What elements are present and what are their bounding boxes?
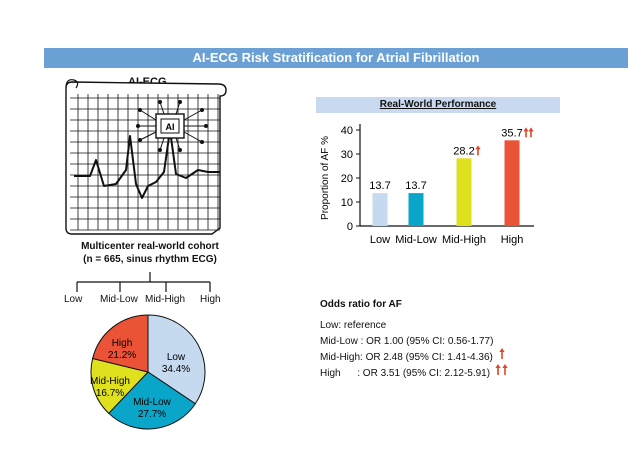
increase-arrow-icon — [528, 127, 534, 138]
x-tick-label: Mid-Low — [395, 234, 437, 246]
increase-arrow-icon — [475, 145, 481, 156]
bar-value-label: 13.7 — [405, 180, 426, 192]
cohort-tree-connector — [76, 272, 211, 292]
pie-slice-mid-high — [90, 357, 149, 415]
bar-value-label: 28.2 — [453, 145, 474, 157]
bar-mid-low — [408, 193, 424, 226]
figure-title: AI-ECG Risk Stratification for Atrial Fi… — [192, 50, 480, 65]
bar-low — [372, 193, 388, 226]
bar-mid-high — [456, 158, 472, 226]
pie-value-label: 27.7% — [138, 409, 166, 420]
bar-value-label: 13.7 — [369, 180, 390, 192]
increase-arrow-icon — [502, 364, 508, 375]
x-tick-label: High — [501, 234, 524, 246]
cohort-line-1: Multicenter real-world cohort — [81, 241, 219, 252]
pie-category-label: High — [112, 338, 133, 349]
x-tick-label: Mid-High — [442, 234, 486, 246]
increase-arrow-icon — [495, 364, 501, 375]
y-tick-label: 0 — [347, 221, 353, 233]
y-tick-label: 30 — [341, 149, 353, 161]
tree-label-mid-low: Mid-Low — [100, 294, 138, 305]
y-axis-label: Proportion of AF % — [320, 136, 331, 220]
pie-value-label: 16.7% — [96, 388, 124, 399]
cohort-line-2: (n = 665, sinus rhythm ECG) — [83, 254, 217, 265]
figure-title-banner: AI-ECG Risk Stratification for Atrial Fi… — [44, 48, 628, 68]
odds-ratio-arrows — [495, 348, 508, 375]
ecg-trace — [74, 129, 220, 199]
ecg-scroll-illustration: AI — [65, 79, 227, 235]
pie-value-label: 21.2% — [108, 350, 136, 361]
odds-ratio-line-low: Low: reference — [320, 320, 387, 331]
af-proportion-bar-chart: 0 10 20 30 40 Proportion of AF % 13.7 Low 13.7 Mi… — [320, 124, 534, 246]
pie-category-label: Low — [167, 352, 186, 363]
ecg-paper — [65, 79, 227, 235]
ai-chip-label: AI — [166, 122, 175, 132]
tree-label-mid-high: Mid-High — [145, 294, 186, 305]
increase-arrow-icon — [523, 127, 529, 138]
odds-ratio-line-high: High : OR 3.51 (95% CI: 2.12-5.91) — [320, 368, 491, 379]
odds-ratio-line-mid-low: Mid-Low : OR 1.00 (95% CI: 0.56-1.77) — [320, 336, 494, 347]
bar-value-label: 35.7 — [501, 127, 522, 139]
tree-label-low: Low — [64, 294, 83, 305]
ai-chip-icon: AI — [136, 100, 208, 152]
pie-category-label: Mid-High — [90, 376, 130, 387]
odds-ratio-line-mid-high: Mid-High: OR 2.48 (95% CI: 1.41-4.36) — [320, 352, 493, 363]
pie-category-label: Mid-Low — [133, 397, 172, 408]
bar-high — [504, 140, 520, 226]
odds-ratio-title: Odds ratio for AF — [320, 299, 402, 310]
y-tick-label: 10 — [341, 197, 353, 209]
performance-banner: Real-World Performance — [316, 97, 560, 113]
performance-title: Real-World Performance — [379, 99, 497, 110]
tree-label-high: High — [200, 294, 221, 305]
pie-slice-high — [92, 314, 149, 373]
pie-slice-low — [147, 314, 206, 405]
cohort-description: Multicenter real-world cohort (n = 665, … — [60, 240, 240, 266]
pie-value-label: 34.4% — [162, 364, 190, 375]
x-tick-label: Low — [370, 234, 390, 246]
pie-slice-mid-low — [108, 371, 197, 430]
y-tick-label: 20 — [341, 173, 353, 185]
y-tick-label: 40 — [341, 125, 353, 137]
increase-arrow-icon — [499, 348, 505, 359]
